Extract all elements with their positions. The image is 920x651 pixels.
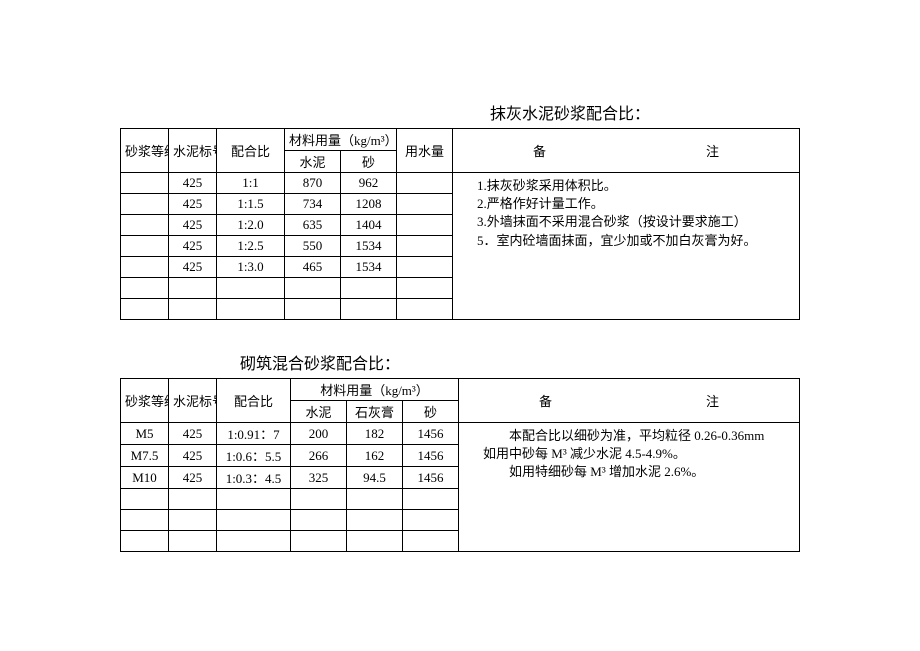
th-grade: 砂浆等级 (121, 129, 169, 173)
table2-header-row1: 砂浆等级 水泥标号 配合比 材料用量（kg/m³） 备注 (121, 379, 800, 401)
th-cement: 水泥 (285, 151, 341, 173)
th-water: 用水量 (397, 129, 453, 173)
table-row: M5 425 1:0.91：7 200 182 1456 本配合比以细砂为准，平… (121, 423, 800, 445)
table1: 砂浆等级 水泥标号 配合比 材料用量（kg/m³） 用水量 备注 水泥 砂 42… (120, 128, 800, 320)
th-ratio: 配合比 (217, 379, 291, 423)
th-grade: 砂浆等级 (121, 379, 169, 423)
th-cementmark: 水泥标号 (169, 129, 217, 173)
table-row: 425 1:1 870 962 1.抹灰砂浆采用体积比。2.严格作好计量工作。3… (121, 173, 800, 194)
table2-notes-cell: 本配合比以细砂为准，平均粒径 0.26-0.36mm如用中砂每 M³ 减少水泥 … (459, 423, 800, 552)
th-sand: 砂 (403, 401, 459, 423)
table2-title: 砌筑混合砂浆配合比： (120, 350, 800, 374)
th-notes: 备注 (459, 379, 800, 423)
th-notes: 备注 (453, 129, 800, 173)
th-cement: 水泥 (291, 401, 347, 423)
table1-header-row1: 砂浆等级 水泥标号 配合比 材料用量（kg/m³） 用水量 备注 (121, 129, 800, 151)
th-materialusage: 材料用量（kg/m³） (291, 379, 459, 401)
table2: 砂浆等级 水泥标号 配合比 材料用量（kg/m³） 备注 水泥 石灰膏 砂 M5… (120, 378, 800, 552)
table1-notes-cell: 1.抹灰砂浆采用体积比。2.严格作好计量工作。3.外墙抹面不采用混合砂浆（按设计… (453, 173, 800, 320)
th-materialusage: 材料用量（kg/m³） (285, 129, 397, 151)
th-ratio: 配合比 (217, 129, 285, 173)
table1-title: 抹灰水泥砂浆配合比： (120, 100, 800, 124)
th-sand: 砂 (341, 151, 397, 173)
th-lime: 石灰膏 (347, 401, 403, 423)
th-cementmark: 水泥标号 (169, 379, 217, 423)
